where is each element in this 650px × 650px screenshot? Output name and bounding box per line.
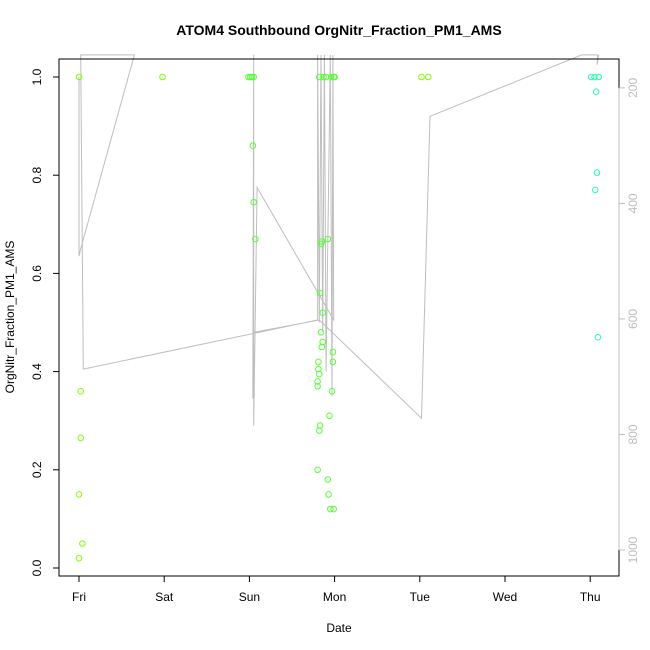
y-tick-label: 1.0 xyxy=(30,68,44,85)
data-point xyxy=(327,73,335,81)
x-tick-label: Fri xyxy=(72,590,86,604)
data-point xyxy=(327,505,334,513)
y2-tick-label: 600 xyxy=(626,309,640,329)
data-point xyxy=(314,378,321,385)
data-point xyxy=(331,73,338,81)
data-point xyxy=(328,387,336,395)
y-tick-label: 0.4 xyxy=(30,363,44,380)
data-point xyxy=(320,73,327,81)
data-point xyxy=(595,73,603,81)
y2-axis: 200 400 600 800 1000 xyxy=(618,78,640,563)
data-point xyxy=(594,333,602,341)
y2-tick-label: 1000 xyxy=(626,536,640,563)
data-points xyxy=(75,73,603,562)
data-point xyxy=(425,73,432,81)
data-point xyxy=(322,73,330,81)
data-point xyxy=(316,73,323,81)
x-axis-label: Date xyxy=(326,621,352,635)
data-point xyxy=(159,73,166,81)
y-tick-label: 0.8 xyxy=(30,167,44,184)
x-tick-label: Mon xyxy=(323,590,346,604)
data-point xyxy=(316,289,324,297)
x-tick-label: Sat xyxy=(155,590,174,604)
y-tick-label: 0.0 xyxy=(30,559,44,576)
y-axis: 0.0 0.2 0.4 0.6 0.8 1.0 xyxy=(30,68,60,576)
x-tick-label: Sun xyxy=(239,590,260,604)
data-point xyxy=(316,422,324,429)
y2-tick-label: 400 xyxy=(626,193,640,213)
data-point xyxy=(593,169,601,176)
data-point xyxy=(316,370,323,378)
data-point xyxy=(250,198,257,206)
x-tick-label: Thu xyxy=(580,590,601,604)
y2-tick-label: 800 xyxy=(626,424,640,444)
data-line xyxy=(78,54,600,426)
data-point xyxy=(329,358,337,366)
data-point xyxy=(75,554,83,562)
data-point xyxy=(77,387,84,395)
chart-title: ATOM4 Southbound OrgNitr_Fraction_PM1_AM… xyxy=(176,22,501,38)
data-point xyxy=(418,73,425,81)
data-point xyxy=(314,466,321,474)
x-axis: Fri Sat Sun Mon Tue Wed Thu xyxy=(72,575,601,604)
plot-frame xyxy=(58,58,620,577)
x-tick-label: Wed xyxy=(493,590,517,604)
data-point xyxy=(592,88,600,95)
data-point xyxy=(591,73,598,81)
data-point xyxy=(587,73,595,81)
data-point xyxy=(75,73,83,81)
y2-tick-label: 200 xyxy=(626,78,640,98)
data-point xyxy=(319,309,327,317)
data-point xyxy=(314,383,321,390)
data-point xyxy=(318,238,326,245)
y-axis-label: OrgNitr_Fraction_PM1_AMS xyxy=(3,241,17,394)
data-point xyxy=(317,329,325,336)
data-point xyxy=(324,235,332,243)
data-point xyxy=(315,358,322,366)
data-point xyxy=(319,338,327,346)
data-point xyxy=(79,540,86,547)
data-point xyxy=(324,476,332,483)
data-point xyxy=(250,73,257,81)
data-point xyxy=(249,142,257,149)
data-point xyxy=(252,235,259,243)
data-point xyxy=(330,505,338,513)
data-point xyxy=(325,491,332,498)
data-point xyxy=(326,412,333,420)
data-point xyxy=(75,491,83,498)
x-tick-label: Tue xyxy=(410,590,431,604)
data-point xyxy=(318,343,326,351)
y-tick-label: 0.2 xyxy=(30,461,44,478)
y-tick-label: 0.6 xyxy=(30,265,44,282)
data-point xyxy=(316,427,323,434)
series-line xyxy=(78,54,600,426)
data-point xyxy=(77,434,84,442)
data-point xyxy=(329,348,337,356)
data-point xyxy=(592,186,599,194)
